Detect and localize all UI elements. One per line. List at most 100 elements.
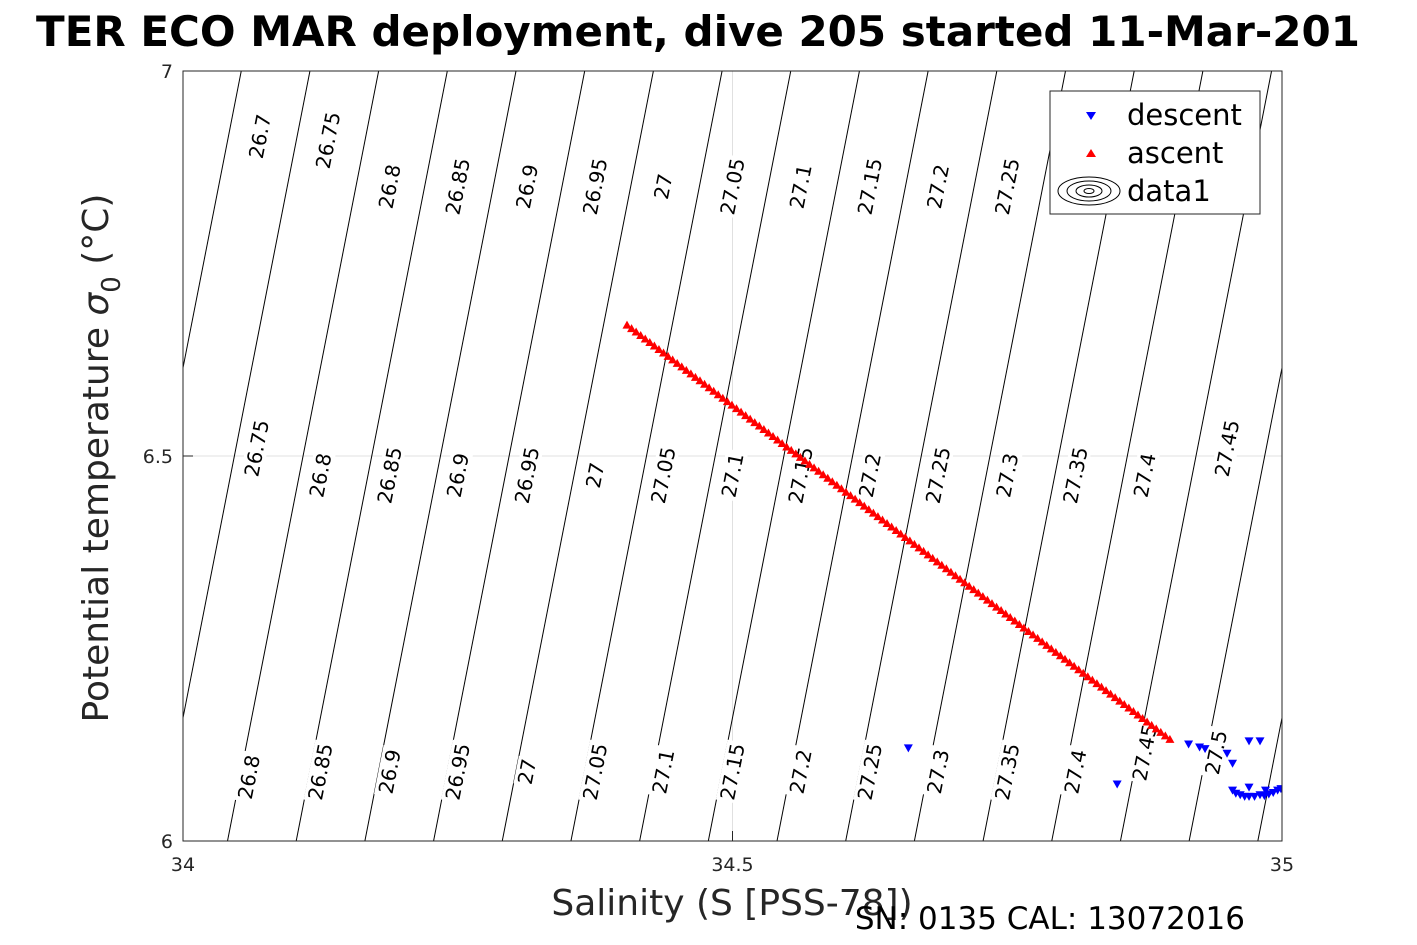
ascent-point	[809, 463, 819, 472]
ascent-point	[877, 515, 887, 524]
ascent-point	[914, 543, 924, 552]
x-tick-label: 34	[171, 854, 195, 876]
descent-point	[1228, 759, 1238, 768]
contour-label-bg	[304, 448, 336, 502]
contour-label-bg	[513, 755, 541, 788]
ascent-point	[645, 338, 655, 347]
ascent-point	[1037, 637, 1047, 646]
ascent-point	[1065, 658, 1075, 667]
ascent-point	[1001, 609, 1011, 618]
contour-label-bg	[441, 739, 475, 804]
contour-label-bg	[441, 154, 475, 219]
contour-label-bg	[990, 739, 1024, 804]
ascent-point	[864, 505, 874, 514]
ascent-point	[1028, 630, 1038, 639]
contour-label-bg	[853, 739, 887, 804]
ascent-point	[946, 567, 956, 576]
ascent-point	[928, 553, 938, 562]
contour-label-bg	[785, 745, 817, 799]
y-axis-label-unit: (°C)	[76, 194, 117, 277]
ascent-point	[745, 414, 755, 423]
descent-point	[1244, 783, 1254, 792]
ascent-point	[832, 480, 842, 489]
ascent-point	[777, 438, 787, 447]
isopycnal-line	[845, 71, 998, 841]
descent-series	[903, 737, 1282, 801]
y-axis-label-text: Potential temperature	[76, 316, 117, 723]
contour-label-bg	[1210, 416, 1244, 481]
isopycnal-line	[227, 71, 380, 841]
ascent-point	[1069, 661, 1079, 670]
ascent-point	[741, 411, 751, 420]
ascent-point	[1142, 717, 1152, 726]
x-tick-label: 35	[1270, 854, 1294, 876]
ascent-point	[896, 529, 906, 538]
ascent-point	[1051, 647, 1061, 656]
ascent-point	[919, 546, 929, 555]
descent-point	[1200, 745, 1210, 754]
legend-box	[1049, 90, 1261, 215]
contour-label-bg	[1127, 720, 1162, 785]
ascent-point	[887, 522, 897, 531]
contour-label-text: 27	[649, 172, 677, 202]
legend-marker-ascent	[1086, 149, 1096, 157]
ascent-point	[1055, 651, 1065, 660]
contour-label-bg	[921, 443, 955, 508]
ascent-point	[727, 400, 737, 409]
contour-label-bg	[510, 443, 544, 508]
ascent-point	[1019, 623, 1029, 632]
contour-label-bg	[1058, 443, 1093, 508]
ascent-point	[836, 484, 846, 493]
contour-label-bg	[374, 745, 406, 799]
ascent-point	[690, 372, 700, 381]
ascent-point	[873, 512, 883, 521]
ascent-point	[1005, 613, 1015, 622]
isopycnal-line	[0, 71, 35, 841]
ascent-point	[750, 418, 760, 427]
contour-label-bg	[578, 739, 612, 804]
ascent-point	[1156, 727, 1166, 736]
legend-marker-descent	[1086, 112, 1096, 120]
isopycnal-line	[364, 71, 517, 841]
contour-label-bg	[442, 448, 474, 502]
contour-label-bg	[374, 159, 406, 214]
ascent-point	[736, 407, 746, 416]
ascent-point	[1010, 616, 1020, 625]
ascent-point	[950, 571, 960, 580]
ascent-point	[731, 404, 741, 413]
ascent-point	[978, 592, 988, 601]
legend-label-descent: descent	[1127, 98, 1242, 132]
contour-label-bg	[511, 159, 543, 214]
contour-label-text: 27	[513, 757, 541, 787]
contour-label-bg	[715, 154, 750, 219]
ascent-point	[695, 376, 705, 385]
ascent-point	[1087, 675, 1097, 684]
contour-label-bg	[854, 448, 886, 502]
ascent-point	[704, 383, 714, 392]
contour-label: 26.8	[374, 159, 406, 214]
contour-label-bg	[716, 448, 749, 502]
ascent-point	[1124, 703, 1134, 712]
ascent-point	[654, 344, 664, 353]
ascent-point	[1147, 720, 1157, 729]
ascent-point	[969, 585, 979, 594]
ascent-point	[868, 508, 878, 517]
y-tick-label: 7	[161, 61, 173, 83]
contour-label-bg	[785, 159, 817, 214]
isopycnal-line	[570, 71, 723, 841]
ascent-point	[982, 595, 992, 604]
contour-label: 27	[649, 170, 677, 203]
y-axis-label: Potential temperature σ0 (°C)	[76, 194, 127, 723]
contour-label-bg	[783, 443, 818, 508]
contour-label-bg	[649, 170, 677, 203]
ascent-point	[882, 519, 892, 528]
isopycnal-line	[776, 71, 929, 841]
isopycnal-line	[1188, 365, 1282, 841]
legend-marker-data1	[1057, 176, 1121, 206]
contour-label: 27.4	[1129, 448, 1161, 502]
isopycnal-line	[183, 71, 311, 721]
contour-label-bg	[853, 154, 887, 219]
ascent-point	[891, 525, 901, 534]
ascent-point	[1092, 679, 1102, 688]
isopycnal-line	[501, 71, 654, 841]
